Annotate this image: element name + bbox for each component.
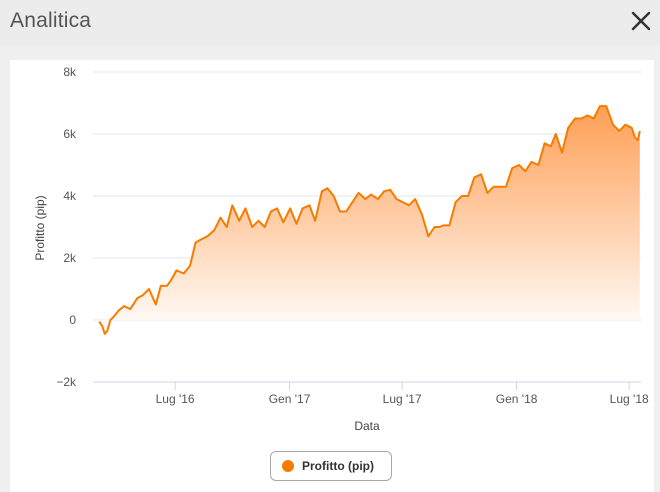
y-tick-label: −2k xyxy=(56,375,77,389)
x-tick-label: Gen '18 xyxy=(496,392,538,406)
legend-marker-icon xyxy=(282,460,294,472)
y-tick-label: 4k xyxy=(63,189,77,203)
x-axis-ticks: Lug '16 Gen '17 Lug '17 Gen '18 Lug '18 xyxy=(156,382,649,406)
x-tick-label: Lug '17 xyxy=(383,392,422,406)
y-axis-title: Profitto (pip) xyxy=(33,195,47,260)
y-axis-ticks: −2k 0 2k 4k 6k 8k xyxy=(56,65,77,389)
dialog-title: Analitica xyxy=(10,9,92,32)
close-icon[interactable] xyxy=(628,8,654,34)
y-tick-label: 8k xyxy=(63,65,77,79)
y-tick-label: 0 xyxy=(69,313,76,327)
dialog-header: Analitica xyxy=(0,0,660,46)
y-tick-label: 6k xyxy=(63,127,77,141)
x-tick-label: Gen '17 xyxy=(269,392,311,406)
series-line xyxy=(98,105,641,335)
series-area-fill xyxy=(99,106,640,334)
x-axis-title: Data xyxy=(354,419,380,433)
legend-label: Profitto (pip) xyxy=(302,459,374,473)
series-area xyxy=(99,106,640,334)
y-tick-label: 2k xyxy=(63,251,77,265)
x-tick-label: Lug '18 xyxy=(610,392,649,406)
x-tick-label: Lug '16 xyxy=(156,392,195,406)
series-line-path xyxy=(98,105,641,335)
legend-item-profit[interactable]: Profitto (pip) xyxy=(270,451,392,481)
